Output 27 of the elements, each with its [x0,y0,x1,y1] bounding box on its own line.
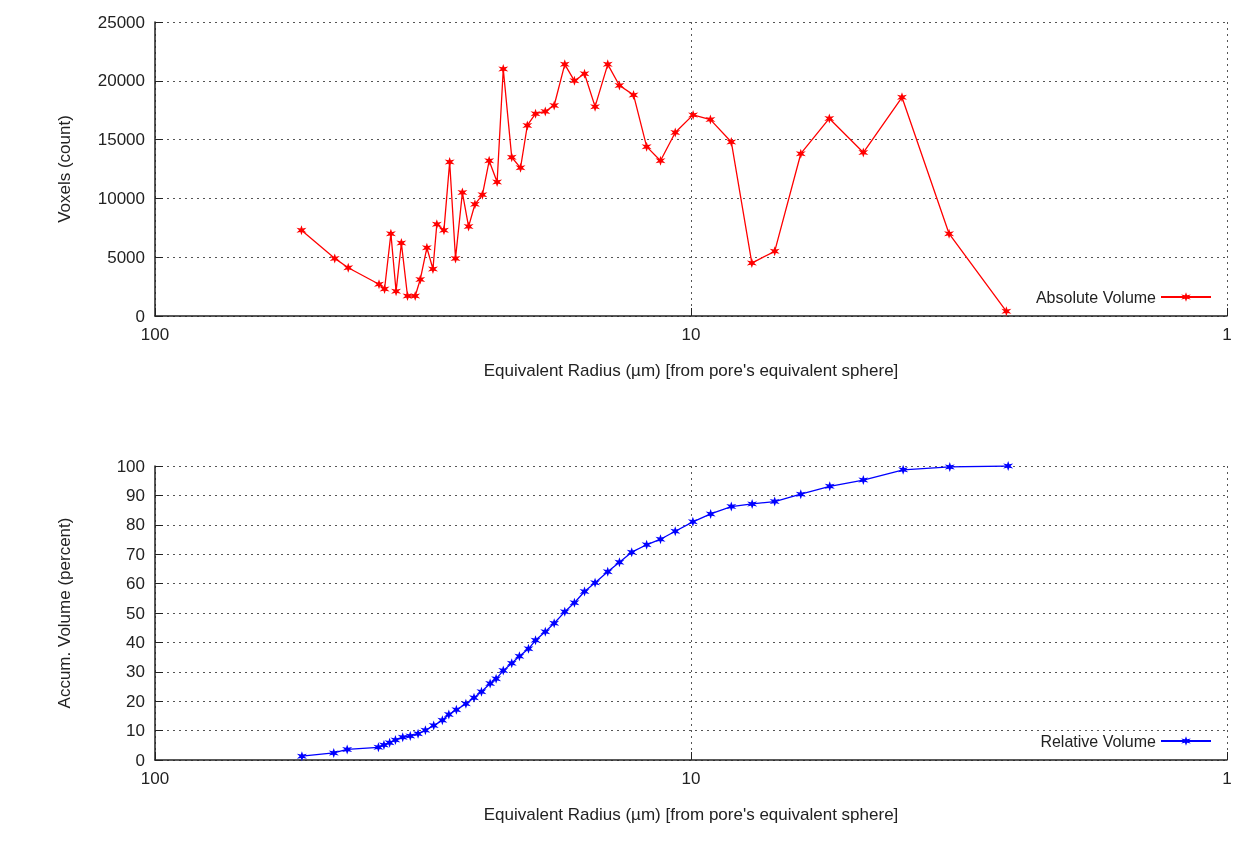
y-tick-label: 0 [135,306,145,326]
x-tick-label: 1 [1222,325,1232,344]
x-tick-label: 1 [1222,769,1232,788]
y-tick-label: 90 [126,485,145,505]
x-axis-title: Equivalent Radius (µm) [from pore's equivalent sphere] [483,361,899,380]
y-tick-label: 5000 [107,247,145,267]
y-tick-label: 10000 [97,188,145,208]
y-tick-label: 30 [126,662,145,682]
y-tick-label: 50 [126,603,145,623]
x-tick-label: 10 [681,769,701,788]
y-tick-label: 0 [135,750,145,770]
y-axis-title: Accum. Volume (percent) [55,517,74,709]
y-axis-title: Voxels (count) [55,115,74,223]
y-tick-label: 25000 [97,12,145,32]
y-tick-label: 10 [126,721,145,741]
y-tick-label: 100 [116,456,145,476]
y-tick-label: 15000 [97,130,145,150]
x-axis-title: Equivalent Radius (µm) [from pore's equivalent sphere] [483,805,899,824]
y-tick-label: 20 [126,691,145,711]
y-tick-label: 20000 [97,71,145,91]
y-tick-label: 60 [126,574,145,594]
legend-label: Absolute Volume [1035,288,1157,306]
y-tick-label: 40 [126,632,145,652]
x-tick-label: 10 [681,325,701,344]
legend-label: Relative Volume [1040,732,1157,750]
y-tick-label: 80 [126,515,145,535]
y-tick-label: 70 [126,544,145,564]
